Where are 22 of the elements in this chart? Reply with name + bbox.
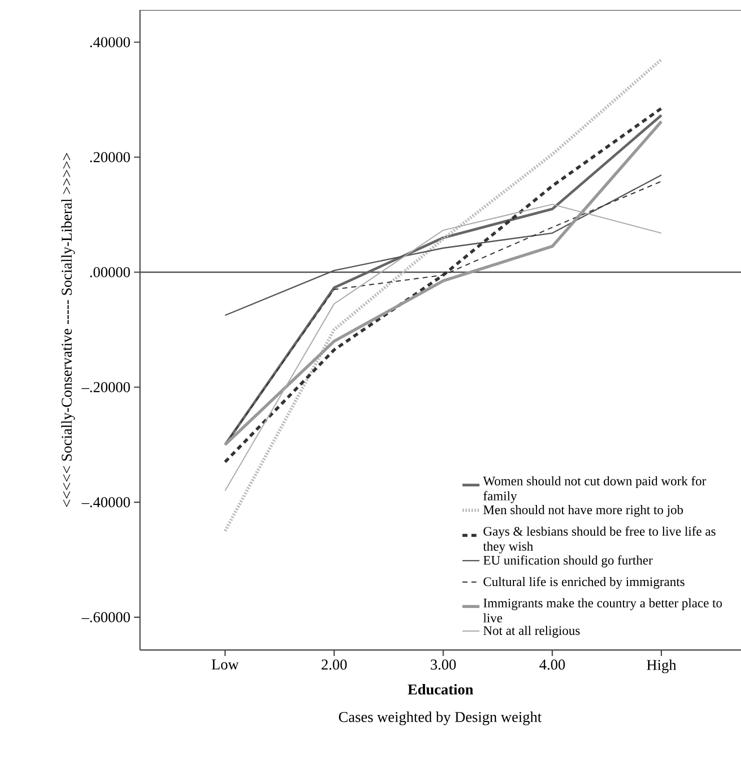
y-tick-label: –.60000 [82,612,130,622]
x-tick-label: Low [212,660,239,670]
legend-label: Women should not cut down paid work for family [483,476,706,504]
legend-label: EU unification should go further [483,555,653,568]
legend-label: Cultural life is enriched by immigrants [484,576,684,589]
x-tick-label: 3.00 [430,660,456,670]
y-tick-label: .00000 [90,267,130,278]
y-tick-label: .40000 [90,37,130,48]
x-tick-label: High [646,660,676,674]
line-series [224,204,662,492]
legend-label: Gays & lesbians should be free to live life as they wish [483,526,716,554]
legend-label: Men should not have more right to job [483,505,683,517]
legend-label: Immigrants make the country a better place to live [483,598,722,622]
x-axis-title: Education [408,684,474,695]
y-tick-label: –.20000 [82,382,130,392]
y-tick-label: –.40000 [82,497,130,508]
x-tick-label: 4.00 [539,660,565,670]
text: Cases weighted by Design weight [338,712,542,726]
x-tick-label: 2.00 [322,660,347,670]
y-axis-title: <<<<< Socially-Conservative ----- Socially-Liberal >>>>> [61,153,75,507]
legend-label: Not at all religious [483,626,580,638]
y-tick-label: .20000 [90,152,130,162]
